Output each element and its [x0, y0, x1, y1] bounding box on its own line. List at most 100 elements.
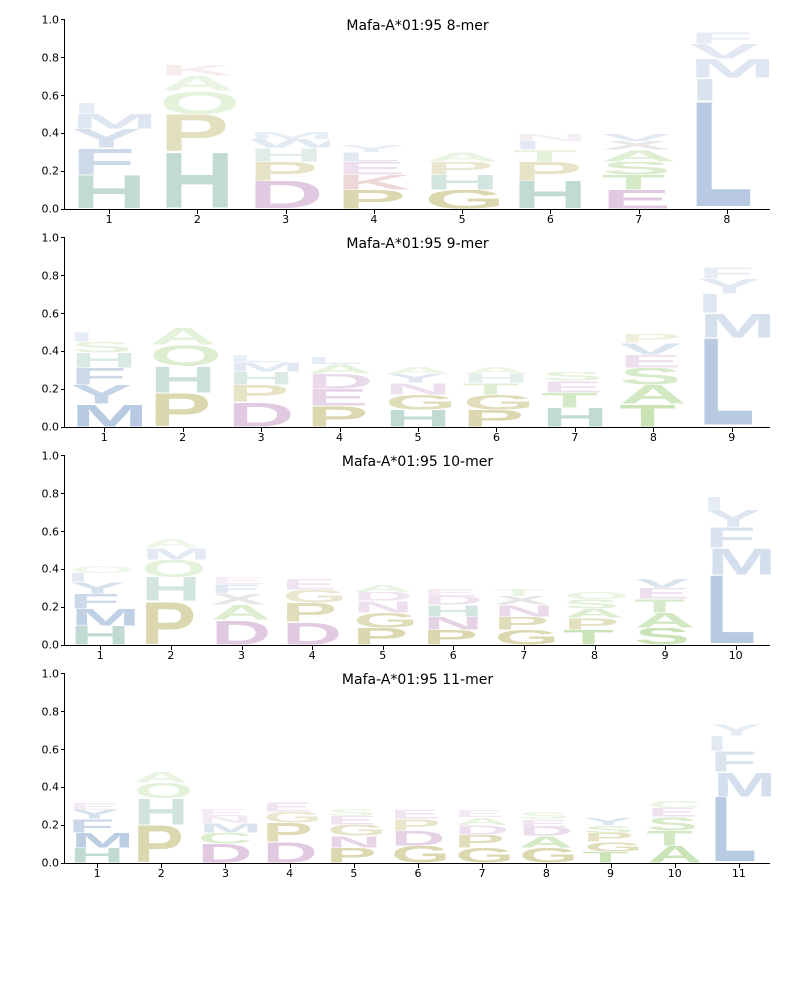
y-tick-label: 0.6 — [42, 307, 66, 320]
x-tick-mark — [739, 864, 740, 868]
logo-letter: E — [300, 389, 378, 406]
logo-letter: E — [514, 819, 578, 827]
logo-letter: W — [242, 139, 330, 149]
logo-letter: N — [322, 836, 386, 847]
logo-letter: P — [242, 162, 330, 181]
x-tick-mark — [104, 428, 105, 432]
logo-letter: P — [347, 628, 418, 645]
x-tick-mark — [732, 428, 733, 432]
logo-letter: P — [143, 393, 221, 427]
logo-letter: L — [222, 355, 300, 363]
panel-title: Mafa-A*01:95 10-mer — [342, 454, 493, 470]
logo-column: GDPE — [386, 674, 450, 863]
logo-letter: N — [489, 605, 560, 616]
logo-letter: E — [536, 381, 614, 392]
logo-letter: D — [222, 402, 300, 427]
logo-letter: P — [614, 334, 692, 344]
logo-column: GADES — [514, 674, 578, 863]
logo-column: SATEV — [630, 456, 701, 645]
plot-area: Mafa-A*01:95 10-mer0.00.20.40.60.81.01HM… — [64, 456, 770, 646]
logo-column: HPTIN — [506, 20, 594, 209]
logo-column: DPHML — [222, 238, 300, 427]
logo-letter: X — [489, 596, 560, 606]
logo-letter: P — [489, 617, 560, 630]
logo-letter: T — [457, 383, 535, 394]
logo-letter: P — [129, 825, 193, 863]
logo-letter: H — [136, 577, 207, 602]
logo-letter: M — [700, 548, 771, 575]
logo-letter: A — [153, 76, 241, 91]
logo-letter: I — [506, 141, 594, 151]
logo-letter: P — [418, 162, 506, 175]
y-tick-label: 0.6 — [42, 743, 66, 756]
x-tick-mark — [496, 428, 497, 432]
logo-panel: Mafa-A*01:95 8-mer0.00.20.40.60.81.01HFY… — [64, 20, 770, 210]
logo-column: PGNDA — [347, 456, 418, 645]
logo-letter: S — [595, 162, 683, 175]
logo-letter: Y — [330, 144, 418, 152]
logo-letter: S — [536, 372, 614, 382]
logo-letter: C — [193, 833, 257, 844]
logo-letter: Q — [153, 91, 241, 114]
logo-letter: Y — [379, 374, 457, 384]
y-tick-label: 0.6 — [42, 525, 66, 538]
logo-letter: Y — [578, 817, 642, 825]
logo-column: TGPSY — [578, 674, 642, 863]
logo-letter: E — [643, 808, 707, 818]
logo-letter: S — [514, 812, 578, 820]
logo-letter: D — [277, 622, 348, 645]
logo-letter: S — [559, 599, 630, 609]
logo-letter: V — [614, 343, 692, 354]
logo-letter: H — [65, 626, 136, 645]
logo-letter: A — [514, 836, 578, 847]
logo-letter: P — [457, 410, 535, 427]
logo-letter: I — [683, 78, 771, 101]
logo-letter: M — [136, 548, 207, 559]
logo-letter: P — [222, 385, 300, 402]
logo-letter: G — [514, 848, 578, 863]
logo-letter: Q — [65, 565, 136, 573]
logo-letter: F — [65, 148, 153, 175]
logo-letter: E — [595, 190, 683, 209]
y-tick-label: 1.0 — [42, 14, 66, 27]
logo-letter: L — [693, 338, 771, 427]
logo-letter: H — [65, 848, 129, 863]
logo-letter: A — [595, 150, 683, 161]
logo-letter: T — [506, 150, 594, 161]
x-tick-mark — [524, 646, 525, 650]
logo-letter: M — [65, 833, 129, 848]
logo-column: GPNXT — [489, 456, 560, 645]
logo-letter: I — [707, 736, 771, 751]
logo-column: PHQMA — [136, 456, 207, 645]
x-tick-mark — [225, 864, 226, 868]
logo-letter: D — [418, 596, 489, 606]
y-tick-label: 0.8 — [42, 51, 66, 64]
logo-letter: H — [457, 374, 535, 384]
logo-letter: T — [630, 599, 701, 612]
logo-letter: I — [65, 103, 153, 114]
logo-letter: G — [457, 395, 535, 410]
logo-letter: A — [143, 328, 221, 345]
logo-letter: P — [322, 848, 386, 863]
logo-letter: N — [347, 601, 418, 612]
logo-column: DPHWM — [242, 20, 330, 209]
logo-letter: N — [506, 133, 594, 141]
logo-letter: Y — [707, 724, 771, 735]
logo-letter: F — [65, 594, 136, 609]
logo-letter: E — [418, 588, 489, 596]
logo-letter: A — [347, 584, 418, 592]
logo-letter: A — [418, 152, 506, 162]
logo-column: GHPA — [418, 20, 506, 209]
logo-column: HMFYE — [65, 674, 129, 863]
y-tick-label: 0.6 — [42, 89, 66, 102]
x-tick-mark — [340, 428, 341, 432]
logo-letter: T — [595, 175, 683, 190]
logo-letter: N — [379, 383, 457, 394]
logo-column: LMFIY — [707, 674, 771, 863]
logo-letter: Q — [559, 592, 630, 600]
logo-letter: I — [65, 332, 143, 342]
logo-column: ETSAXV — [595, 20, 683, 209]
x-tick-mark — [653, 428, 654, 432]
logo-panel: Mafa-A*01:95 11-mer0.00.20.40.60.81.01HM… — [64, 674, 770, 864]
logo-letter: S — [322, 808, 386, 816]
